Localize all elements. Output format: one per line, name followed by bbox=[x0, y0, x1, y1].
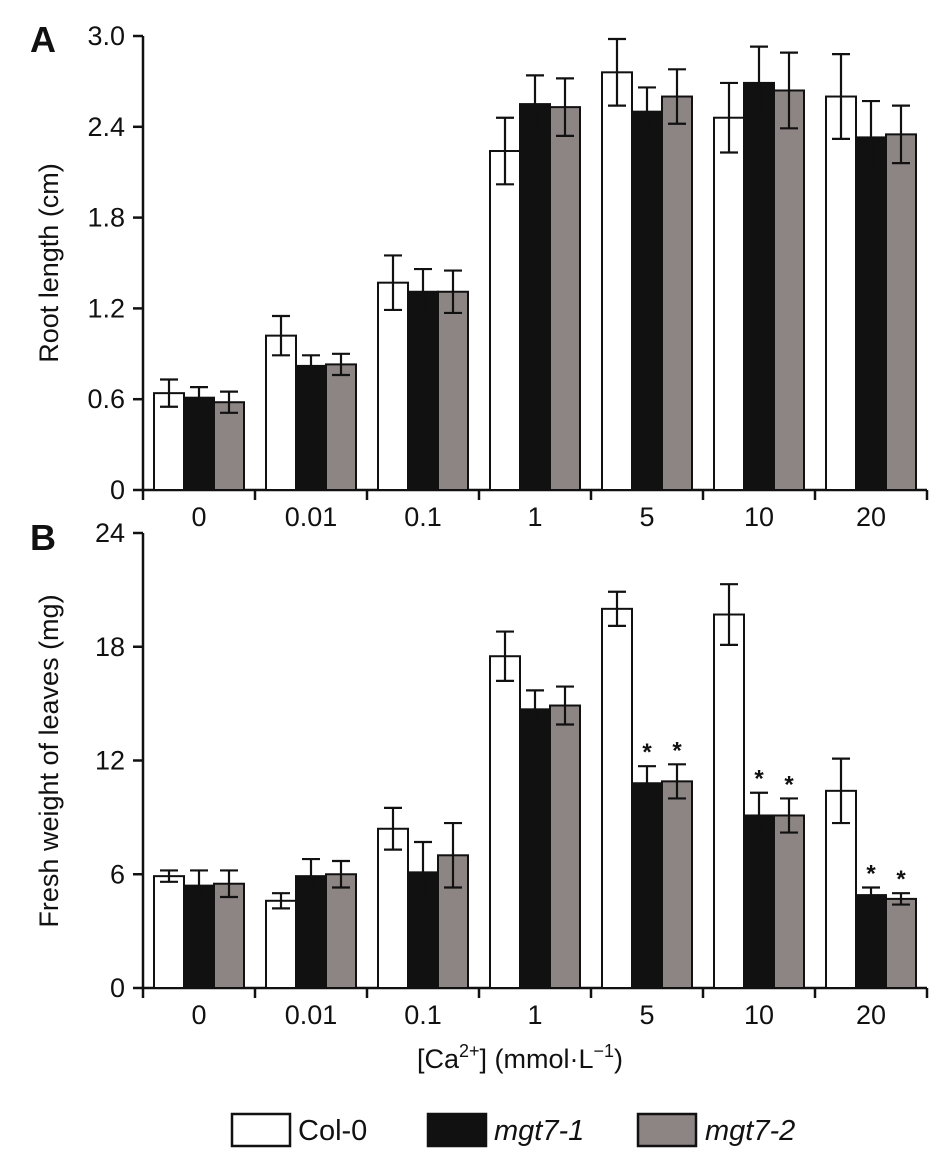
panel-b-y-tick-label: 6 bbox=[110, 859, 125, 889]
panel-b-significance-marker: * bbox=[672, 737, 682, 764]
panel-a-bar-mgt7-2-0 bbox=[213, 401, 245, 491]
panel-a-x-tick-label: 0.1 bbox=[404, 502, 442, 532]
panel-a-bar-mgt7-1-0.1 bbox=[407, 290, 439, 491]
x-axis-label-pre: [Ca bbox=[417, 1044, 460, 1074]
panel-b-plot: 0 6 12 18 24 0 0.01 0.1 1 5 10 20 * * * * * * bbox=[95, 518, 929, 1030]
panel-a-bar-col-0-5 bbox=[601, 71, 633, 491]
panel-b-bar-col-0-5 bbox=[601, 607, 633, 989]
panel-a-bar-mgt7-1-20 bbox=[855, 136, 887, 491]
x-axis-label-sup: 2+ bbox=[459, 1041, 480, 1061]
panel-b-x-tick-label: 5 bbox=[639, 1000, 654, 1030]
legend-label-col0: Col-0 bbox=[298, 1115, 367, 1147]
panel-b-bar-col-0-0.1 bbox=[377, 827, 409, 989]
panel-a-y-tick-label: 1.8 bbox=[87, 203, 125, 233]
panel-b-bar-col-0-1 bbox=[489, 655, 521, 990]
panel-a-bar-mgt7-2-20 bbox=[885, 133, 917, 491]
panel-b-significance-marker: * bbox=[866, 861, 876, 888]
panel-a-bar-col-0-10 bbox=[713, 116, 745, 491]
panel-b-bar-mgt7-2-0 bbox=[213, 882, 245, 990]
panel-b-x-tick-label: 0 bbox=[191, 1000, 206, 1030]
panel-a-bar-mgt7-2-0.01 bbox=[325, 363, 357, 492]
panel-a-bar-mgt7-1-5 bbox=[631, 110, 663, 492]
panel-b-significance-marker: * bbox=[784, 771, 794, 798]
panel-a-y-tick-label: 2.4 bbox=[87, 112, 125, 142]
panel-b-x-tick-label: 1 bbox=[527, 1000, 542, 1030]
panel-a-bar-col-0-0.01 bbox=[265, 334, 297, 492]
panel-a-bar-mgt7-1-1 bbox=[519, 103, 551, 491]
panel-b-x-tick-label: 20 bbox=[856, 1000, 886, 1030]
panel-b-y-tick-label: 0 bbox=[110, 973, 125, 1003]
panel-a-y-axis-label: Root length (cm) bbox=[34, 163, 64, 363]
x-axis-label-post: ] (mmol·L bbox=[480, 1044, 594, 1074]
panel-a-bar-mgt7-2-10 bbox=[773, 89, 805, 491]
x-axis-label-sup2: −1 bbox=[594, 1041, 615, 1061]
panel-a-letter: A bbox=[30, 19, 56, 60]
panel-a-y-tick-label: 0 bbox=[110, 475, 125, 505]
panel-b-bar-mgt7-2-10 bbox=[773, 814, 805, 990]
panel-a-bar-col-0-0 bbox=[153, 392, 185, 491]
x-axis-label: [Ca2+] (mmol·L−1) bbox=[417, 1041, 623, 1074]
legend-label-mgt7-2: mgt7-2 bbox=[705, 1115, 795, 1147]
panel-b-bar-mgt7-2-5 bbox=[661, 780, 693, 990]
panel-b-x-tick-label: 0.1 bbox=[404, 1000, 442, 1030]
panel-a-bar-mgt7-1-0 bbox=[183, 396, 215, 492]
legend-swatch-col0 bbox=[230, 1112, 292, 1148]
panel-a-x-tick-label: 5 bbox=[639, 502, 654, 532]
panel-b-x-tick-label: 0.01 bbox=[285, 1000, 338, 1030]
panel-a-bar-mgt7-2-1 bbox=[549, 106, 581, 491]
panel-b-bar-mgt7-2-1 bbox=[549, 704, 581, 989]
legend: Col-0 mgt7-1 mgt7-2 bbox=[230, 1112, 795, 1148]
panel-b-y-tick-label: 24 bbox=[95, 518, 125, 548]
panel-b-y-tick-label: 12 bbox=[95, 746, 125, 776]
panel-a-bar-mgt7-1-0.01 bbox=[295, 364, 327, 492]
panel-b-significance-marker: * bbox=[642, 739, 652, 766]
panel-b-significance-marker: * bbox=[896, 866, 906, 893]
panel-b-bar-mgt7-1-0 bbox=[183, 884, 215, 989]
panel-a-x-tick-label: 0.01 bbox=[285, 502, 338, 532]
panel-b-bar-mgt7-1-1 bbox=[519, 708, 551, 989]
panel-a-bar-col-0-20 bbox=[825, 95, 857, 492]
panel-b-bar-mgt7-1-10 bbox=[743, 814, 775, 990]
panel-a-x-tick-label: 10 bbox=[744, 502, 774, 532]
panel-a-y-tick-label: 0.6 bbox=[87, 384, 125, 414]
panel-a-bar-col-0-1 bbox=[489, 150, 521, 491]
panel-a-y-tick-label: 1.2 bbox=[87, 293, 125, 323]
legend-swatch-mgt7-2 bbox=[636, 1112, 698, 1148]
panel-b-bar-mgt7-1-20 bbox=[855, 894, 887, 990]
legend-swatch-mgt7-1 bbox=[426, 1112, 488, 1148]
panel-a-plot: 0 0.6 1.2 1.8 2.4 3.0 0 0.01 0.1 1 5 10 20 bbox=[87, 21, 929, 532]
panel-b-letter: B bbox=[30, 517, 56, 558]
panel-b-x-tick-label: 10 bbox=[744, 1000, 774, 1030]
panel-a-y-tick-label: 3.0 bbox=[87, 21, 125, 51]
panel-a-bar-mgt7-1-10 bbox=[743, 81, 775, 491]
panel-b-bar-mgt7-2-20 bbox=[885, 897, 917, 989]
legend-label-mgt7-1: mgt7-1 bbox=[494, 1115, 584, 1147]
panel-a-bar-col-0-0.1 bbox=[377, 281, 409, 491]
panel-b-bar-col-0-0.01 bbox=[265, 899, 297, 990]
panel-a-bar-mgt7-2-5 bbox=[661, 95, 693, 492]
panel-a-x-tick-label: 1 bbox=[527, 502, 542, 532]
panel-b-bar-mgt7-2-0.01 bbox=[325, 873, 357, 989]
panel-b-significance-marker: * bbox=[754, 766, 764, 793]
panel-a-x-tick-label: 0 bbox=[191, 502, 206, 532]
panel-b-bar-mgt7-1-5 bbox=[631, 782, 663, 989]
x-axis-label-close: ) bbox=[614, 1044, 623, 1074]
panel-a-bar-mgt7-2-0.1 bbox=[437, 290, 469, 491]
panel-b-y-tick-label: 18 bbox=[95, 632, 125, 662]
panel-a-x-tick-label: 20 bbox=[856, 502, 886, 532]
panel-b-bar-col-0-10 bbox=[713, 613, 745, 989]
panel-b-bar-col-0-0 bbox=[153, 875, 185, 989]
panel-b-y-axis-label: Fresh weight of leaves (mg) bbox=[34, 594, 64, 927]
